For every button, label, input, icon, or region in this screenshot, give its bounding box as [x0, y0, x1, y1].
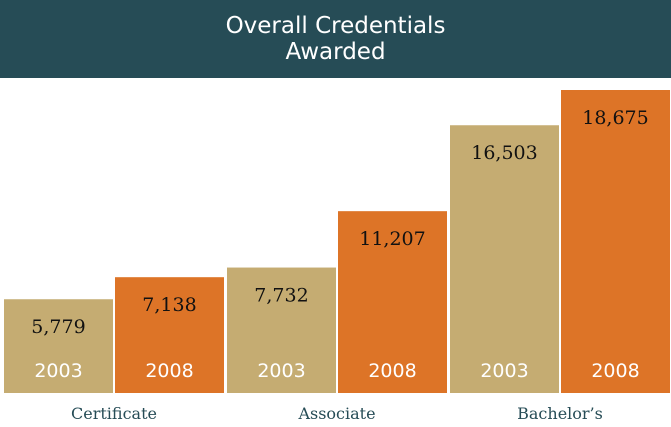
value-label: 7,732: [254, 285, 308, 307]
chart-title: Overall Credentials Awarded: [225, 13, 446, 65]
title-banner: Overall Credentials Awarded: [0, 0, 671, 78]
bar: [227, 267, 336, 393]
category-label: Associate: [297, 404, 375, 423]
series-label: 2003: [34, 360, 82, 382]
value-label: 5,779: [31, 316, 85, 338]
category-label: Certificate: [71, 404, 157, 423]
bar: [4, 299, 113, 393]
bar: [561, 90, 670, 393]
bar: [115, 277, 224, 393]
value-label: 16,503: [471, 142, 537, 164]
category-label: Bachelor’s: [517, 404, 603, 423]
value-label: 7,138: [142, 294, 196, 316]
value-label: 11,207: [359, 228, 425, 250]
value-label: 18,675: [582, 107, 648, 129]
series-label: 2003: [257, 360, 305, 382]
series-label: 2008: [368, 360, 416, 382]
bar: [338, 211, 447, 393]
series-label: 2008: [591, 360, 639, 382]
series-label: 2003: [480, 360, 528, 382]
bar: [450, 125, 559, 393]
series-label: 2008: [145, 360, 193, 382]
